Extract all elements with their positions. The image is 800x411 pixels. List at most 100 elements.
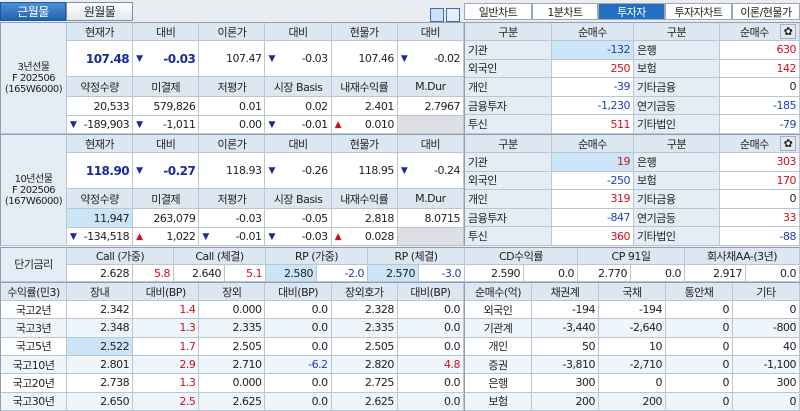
rate-change: 5.8 bbox=[133, 265, 174, 282]
contract-label-line: 3년선물 bbox=[17, 61, 50, 73]
value-cell: ▼ -1,011 bbox=[133, 116, 200, 134]
value-cell: ▼ -0.24 bbox=[397, 153, 464, 189]
yield-value: 0.0 bbox=[265, 392, 332, 411]
investor-type: 외국인 bbox=[465, 171, 552, 191]
bond-name: 국고3년 bbox=[1, 319, 67, 338]
value-cell: ▲ 0.028 bbox=[331, 228, 398, 246]
investor-type: 외국인 bbox=[465, 301, 532, 320]
value-cell: ▼ -0.02 bbox=[397, 41, 464, 77]
arrow-down-icon: ▼ bbox=[400, 165, 408, 176]
yield-value: 0.0 bbox=[397, 374, 464, 393]
tab-investor[interactable]: 투자자 bbox=[598, 3, 665, 20]
net-buy-value: 50 bbox=[532, 337, 599, 356]
net-buy-value: 303 bbox=[720, 153, 800, 172]
tab-1min-chart[interactable]: 1분차트 bbox=[532, 3, 598, 20]
net-buy-value: 0 bbox=[733, 392, 800, 411]
tab-near-month[interactable]: 근월물 bbox=[0, 2, 66, 21]
rate-name-header: 회사채AA-(3년) bbox=[685, 248, 800, 265]
header-text: 구분 bbox=[498, 137, 518, 151]
net-buy-value: 33 bbox=[720, 208, 800, 228]
tab-far-month[interactable]: 원월물 bbox=[66, 2, 133, 21]
gear-icon[interactable]: ✿ bbox=[780, 136, 796, 151]
rate-change: 5.1 bbox=[225, 265, 266, 282]
value-cell: ▼ -0.01 bbox=[265, 116, 332, 134]
yield-value: 4.8 bbox=[397, 356, 464, 375]
value-cell: 0.02 bbox=[265, 97, 332, 116]
yield-value: 2.328 bbox=[331, 301, 398, 320]
layout-panel-icon[interactable] bbox=[446, 8, 460, 22]
yield-value: 0.0 bbox=[397, 392, 464, 411]
header-text: 순매수 bbox=[578, 137, 607, 151]
rate-change: -3.0 bbox=[419, 265, 465, 282]
column-header: 시장 Basis bbox=[265, 77, 332, 97]
investor-type: 금융투자 bbox=[465, 208, 552, 228]
arrow-down-icon: ▼ bbox=[268, 231, 275, 242]
rate-value: 2.628 bbox=[67, 265, 133, 282]
rate-name-header: RP (가중) bbox=[266, 248, 368, 265]
investor-type: 개인 bbox=[465, 78, 552, 97]
rate-value: 2.570 bbox=[368, 265, 419, 282]
investor-type: 보험 bbox=[634, 59, 720, 79]
yield-value: 2.801 bbox=[67, 356, 134, 375]
net-buy-value: 319 bbox=[552, 190, 634, 209]
short-rates-label: 단기금리 bbox=[1, 248, 67, 282]
investor-type: 보험 bbox=[634, 171, 720, 191]
investor-type: 연기금등 bbox=[634, 96, 720, 116]
value-cell: 0.01 bbox=[199, 97, 266, 116]
value: 11,947 bbox=[93, 211, 130, 225]
value-cell: 107.48 bbox=[67, 41, 134, 77]
rate-name-header: Call (체결) bbox=[174, 248, 266, 265]
tab-general-chart[interactable]: 일반차트 bbox=[464, 3, 532, 20]
net-buy-value: 0 bbox=[666, 392, 733, 411]
rate-value: 2.590 bbox=[465, 265, 524, 282]
tab-investor-chart[interactable]: 투자자차트 bbox=[665, 3, 732, 20]
investor-type: 기타법인 bbox=[634, 227, 720, 246]
futures-3y-panel: 3년선물 F 202506 (165W6000) 현재가 대비 이론가 대비 현물가 대비 107… bbox=[0, 22, 464, 134]
column-header: 순매수 bbox=[552, 135, 634, 153]
column-header: 대비 bbox=[265, 135, 332, 153]
column-header: M.Dur bbox=[397, 189, 464, 209]
rate-name-header: Call (가중) bbox=[67, 248, 174, 265]
arrow-down-icon: ▼ bbox=[400, 53, 408, 64]
column-header: 대비 bbox=[133, 135, 200, 153]
net-buy-value: 0 bbox=[720, 190, 800, 209]
net-buy-value: 0 bbox=[666, 301, 733, 320]
value-cell: ▼ -0.03 bbox=[133, 41, 200, 77]
value: 2.818 bbox=[364, 211, 395, 225]
yield-value: 1.4 bbox=[133, 301, 200, 320]
value: 118.93 bbox=[225, 164, 262, 177]
value: -0.03 bbox=[163, 51, 196, 66]
column-header: 약정수량 bbox=[67, 77, 134, 97]
value-cell: 579,826 bbox=[133, 97, 200, 116]
net-buy-value: 10 bbox=[599, 337, 666, 356]
value-cell: 0.00 bbox=[199, 116, 266, 134]
value: 8.0715 bbox=[424, 211, 460, 225]
gear-icon[interactable]: ✿ bbox=[780, 24, 796, 39]
yield-value: 2.650 bbox=[67, 392, 134, 411]
tab-theory-spot[interactable]: 이론/현물가 bbox=[732, 3, 800, 20]
column-header: 구분 bbox=[634, 135, 720, 153]
net-buy-value: -250 bbox=[552, 171, 634, 191]
column-header: 순매수 ✿ bbox=[720, 23, 800, 41]
value: 118.95 bbox=[358, 164, 394, 177]
arrow-down-icon: ▼ bbox=[136, 53, 143, 64]
value: -0.01 bbox=[235, 230, 262, 243]
yield-value: 0.000 bbox=[199, 301, 266, 320]
rate-name-header: CP 91일 bbox=[578, 248, 685, 265]
net-buy-value: 0 bbox=[666, 356, 733, 375]
investor-type: 은행 bbox=[465, 374, 532, 393]
value: -0.03 bbox=[301, 230, 328, 243]
bond-net-buy-table: 순매수(억) 채권계 국채 통안채 기타 외국인 -194 -194 0 0 기관계 -3,440 -2… bbox=[464, 282, 800, 411]
column-header: 현물가 bbox=[331, 23, 398, 41]
value-cell: ▼ -0.01 bbox=[199, 228, 266, 246]
investor-type: 기타금융 bbox=[634, 78, 720, 97]
contract-label-line: (167W6000) bbox=[4, 195, 63, 207]
value: 0.02 bbox=[305, 99, 328, 113]
yield-value: 2.5 bbox=[133, 392, 200, 411]
column-header: 국채 bbox=[599, 283, 666, 301]
net-buy-value: 0 bbox=[666, 374, 733, 393]
layout-split-icon[interactable] bbox=[430, 8, 444, 22]
investor-table-3y: 구분 순매수 구분 순매수 ✿ 기관 -132 은행 630 외국인 250 보험 142 개인 -39 기타… bbox=[464, 22, 800, 134]
arrow-up-icon: ▲ bbox=[136, 231, 143, 242]
net-buy-value: -194 bbox=[599, 301, 666, 320]
